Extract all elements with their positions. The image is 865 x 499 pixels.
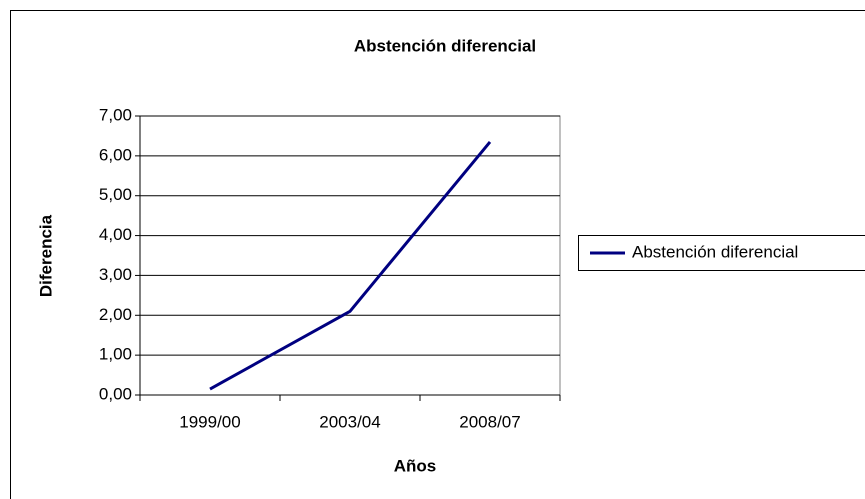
y-tick-label: 2,00 (99, 305, 132, 324)
y-tick-label: 4,00 (99, 225, 132, 244)
x-tick-label: 2008/07 (459, 412, 520, 431)
y-tick-label: 5,00 (99, 185, 132, 204)
y-axis-label: Diferencia (36, 214, 55, 297)
x-tick-label: 2003/04 (319, 412, 380, 431)
series-line (209, 140, 492, 391)
y-tick-label: 0,00 (99, 384, 132, 403)
y-tick-label: 7,00 (99, 105, 132, 124)
y-tick-label: 6,00 (99, 145, 132, 164)
plot-area (139, 115, 561, 396)
y-tick-label: 1,00 (99, 345, 132, 364)
chart-title: Abstención diferencial (354, 36, 536, 55)
legend-label: Abstención diferencial (632, 242, 798, 261)
y-tick-label: 3,00 (99, 265, 132, 284)
x-tick-label: 1999/00 (179, 412, 240, 431)
x-axis-label: Años (394, 456, 437, 475)
legend-box (578, 235, 865, 271)
